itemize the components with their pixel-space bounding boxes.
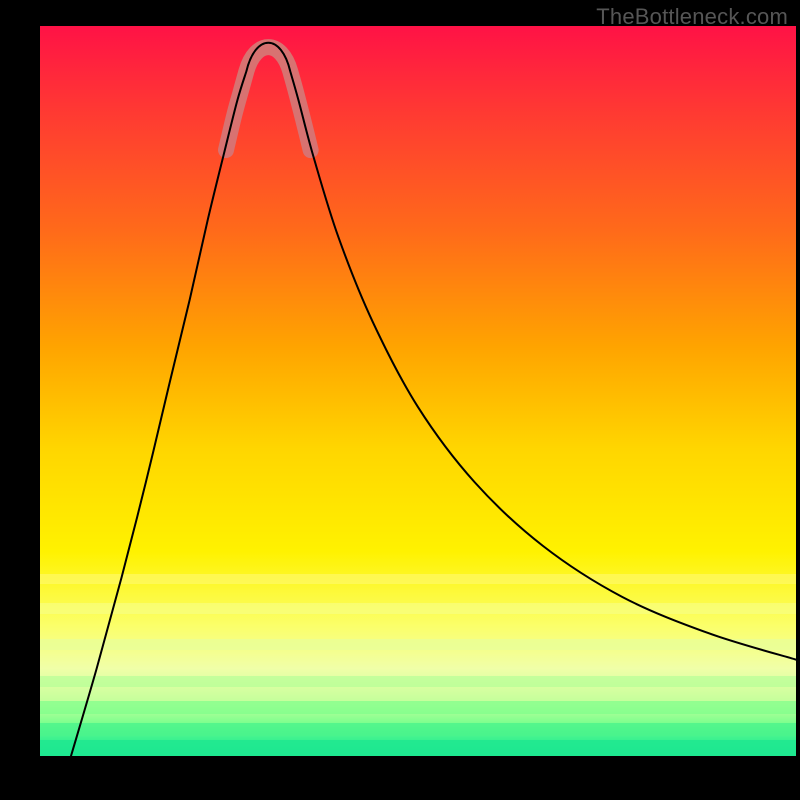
bottleneck-curve	[71, 43, 796, 756]
plot-area	[40, 26, 796, 756]
curve-layer	[40, 26, 796, 756]
figure-root: TheBottleneck.com	[0, 0, 800, 800]
